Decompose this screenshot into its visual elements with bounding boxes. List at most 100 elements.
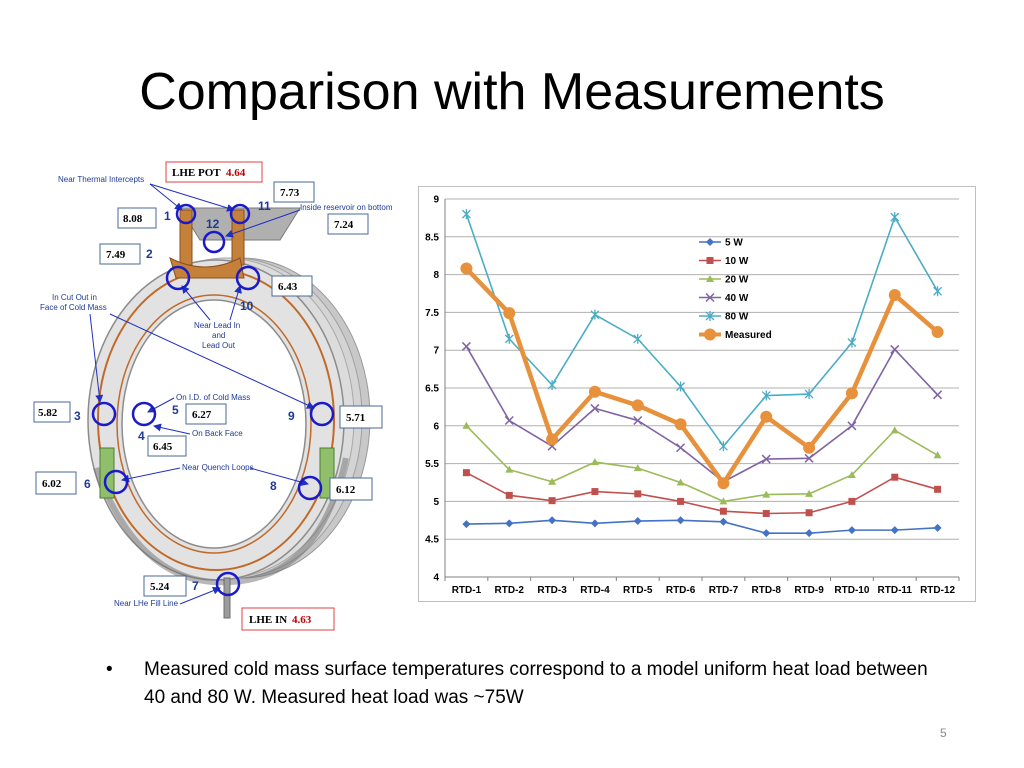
y-tick-label: 8.5: [425, 232, 439, 243]
x-tick-label: RTD-2: [495, 585, 525, 596]
sensor-4-number: 4: [138, 429, 145, 443]
sensor-3-value: 5.82: [38, 407, 58, 419]
annotation-near-lead-1: Near Lead In: [194, 321, 240, 330]
pointer-arrow: [153, 423, 191, 435]
data-point-5-w: [462, 520, 471, 529]
data-point-40-w: [890, 344, 900, 354]
x-tick-label: RTD-8: [752, 585, 782, 596]
lhe-pot-label: LHE POT: [172, 167, 221, 179]
sensor-6-value: 6.02: [42, 478, 62, 490]
data-point-5-w: [719, 517, 728, 526]
sensor-2-value: 7.49: [106, 249, 126, 261]
data-point-80-w: [847, 337, 857, 348]
x-tick-label: RTD-5: [623, 585, 653, 596]
fill-line-pipe: [223, 577, 231, 619]
sensor-10-marker: [235, 265, 261, 291]
data-point-20-w: [933, 451, 942, 459]
sensor-7-marker: [215, 571, 241, 597]
sensor-12-number: 12: [206, 217, 220, 231]
data-point-10-w: [548, 497, 556, 505]
lhe-in-value: 4.63: [292, 614, 312, 626]
annotation-cut-out-2: Face of Cold Mass: [40, 303, 107, 312]
data-point-80-w: [590, 309, 600, 320]
value-box: [271, 275, 313, 297]
x-tick-label: RTD-6: [666, 585, 696, 596]
legend-marker-20-w: [706, 275, 714, 282]
sensor-9-marker: [309, 401, 335, 427]
value-box: [327, 213, 369, 235]
sensor-8-marker: [297, 475, 323, 501]
line-chart: 4 4.5 5 5.5 6 6.5 7 7.5 8 8.5 9 RTD-1 RTD-2 RTD-3 RTD-…: [425, 195, 960, 596]
annotation-inside-reservoir: Inside reservoir on bottom: [300, 203, 393, 212]
pointer-arrow: [147, 397, 175, 413]
data-point-10-w: [719, 507, 727, 515]
data-point-20-w: [805, 489, 814, 497]
value-box: [273, 181, 315, 203]
y-tick-label: 4.5: [425, 535, 439, 546]
data-point-measured: [588, 385, 601, 398]
data-point-measured: [674, 418, 687, 431]
data-point-measured: [760, 410, 773, 423]
sensor-3-number: 3: [74, 409, 81, 423]
data-point-40-w: [461, 341, 471, 351]
data-point-40-w: [590, 403, 600, 413]
data-point-40-w: [933, 390, 943, 400]
pointer-arrow: [109, 313, 315, 409]
value-box: [185, 403, 227, 425]
pointer-arrow: [121, 467, 181, 483]
pointer-arrow: [249, 467, 309, 486]
data-point-5-w: [890, 526, 899, 535]
sensor-1-number: 1: [164, 209, 171, 223]
lhe-in-box: [241, 607, 335, 631]
pointer-arrow: [179, 586, 221, 605]
sensor-8-value: 6.12: [336, 484, 356, 496]
value-box: [117, 207, 157, 229]
data-point-20-w: [548, 477, 557, 485]
legend-label-80-w: 80 W: [725, 312, 749, 323]
x-tick-label: RTD-4: [580, 585, 610, 596]
data-point-40-w: [633, 415, 643, 426]
annotation-on-id: On I.D. of Cold Mass: [176, 393, 250, 402]
sensor-8-number: 8: [270, 479, 277, 493]
pointer-arrow: [229, 285, 242, 321]
value-box: [147, 435, 187, 457]
x-tick-label: RTD-12: [920, 585, 955, 596]
annotation-near-quench: Near Quench Loops: [182, 463, 254, 472]
quench-block: [99, 447, 115, 499]
data-point-measured: [546, 433, 559, 446]
data-point-10-w: [591, 488, 599, 496]
data-point-measured: [503, 307, 516, 320]
data-point-80-w: [633, 333, 643, 344]
data-point-10-w: [891, 473, 899, 481]
value-box: [143, 575, 187, 597]
data-point-20-w: [719, 497, 728, 505]
x-tick-label: RTD-10: [834, 585, 869, 596]
data-point-5-w: [933, 523, 942, 532]
data-point-40-w: [761, 454, 771, 464]
data-point-80-w: [761, 390, 771, 401]
series-line-5-w: [466, 519, 938, 534]
data-point-20-w: [676, 478, 685, 486]
data-point-5-w: [633, 517, 642, 526]
lhe-pot-box: [165, 161, 263, 183]
data-point-measured: [717, 477, 730, 490]
y-tick-label: 5.5: [425, 459, 439, 470]
data-point-measured: [888, 289, 901, 302]
data-point-10-w: [505, 491, 513, 499]
y-tick-label: 6.5: [425, 384, 439, 395]
annotation-near-fill: Near LHe Fill Line: [114, 599, 179, 608]
sensor-9-value: 5.71: [346, 412, 365, 424]
data-point-20-w: [462, 421, 471, 429]
x-tick-label: RTD-7: [709, 585, 739, 596]
annotation-near-lead-3: Lead Out: [202, 341, 236, 350]
lhe-in-label: LHE IN: [249, 614, 287, 626]
sensor-10-value: 6.43: [278, 281, 298, 293]
legend-label-20-w: 20 W: [725, 275, 749, 286]
sensor-2-marker: [165, 265, 191, 291]
x-tick-label: RTD-1: [452, 585, 482, 596]
data-point-20-w: [890, 426, 899, 434]
legend-marker-40-w: [705, 292, 715, 303]
data-point-5-w: [805, 529, 814, 538]
x-tick-label: RTD-11: [878, 585, 913, 596]
sensor-12-value: 7.24: [334, 219, 354, 231]
